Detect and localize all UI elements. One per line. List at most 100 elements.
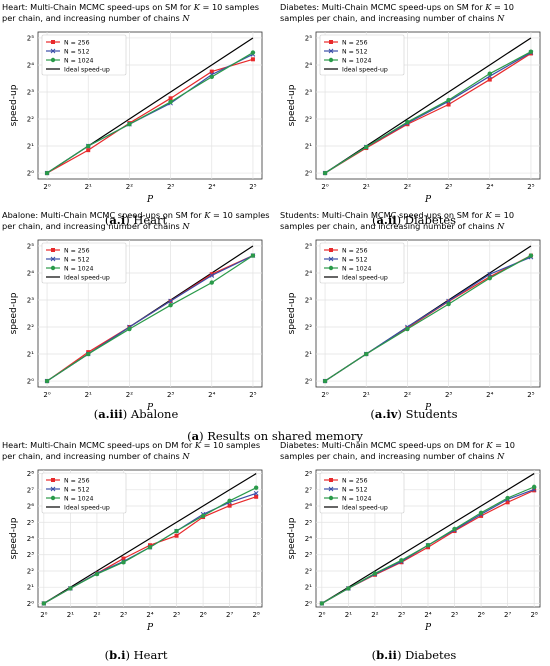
x-tick-label: 2⁰ [43, 183, 50, 191]
legend-label: N = 256 [64, 247, 90, 254]
y-tick-label: 2² [27, 324, 34, 332]
legend-entry: N = 256 [46, 247, 90, 254]
data-point [446, 97, 451, 103]
x-tick-label: 2³ [445, 183, 452, 191]
x-tick-label: 2² [371, 611, 378, 619]
legend-box [319, 34, 405, 76]
x-tick-label: 2⁰ [321, 183, 328, 191]
legend-entry: N = 256 [46, 39, 90, 46]
legend-label: N = 1024 [342, 265, 372, 272]
legend: N = 256 N = 512 N = 1024 Ideal speed-up [41, 472, 127, 514]
data-point [168, 298, 173, 304]
data-point [479, 513, 484, 518]
x-tick-label: 2¹ [67, 611, 74, 619]
data-point [41, 601, 47, 606]
legend-entry: N = 1024 [46, 265, 94, 272]
data-point [528, 253, 534, 258]
y-tick-label: 2³ [27, 88, 34, 96]
legend-label: N = 256 [342, 39, 368, 46]
x-tick-label: 2⁶ [477, 611, 484, 619]
legend-label: Ideal speed-up [64, 274, 110, 281]
legend-entry: N = 1024 [324, 495, 372, 502]
legend-label: N = 256 [64, 39, 90, 46]
data-point [322, 170, 328, 176]
chart-panel-a-i: Heart: Multi-Chain MCMC speed-ups on SM … [0, 2, 272, 207]
x-tick-label: 2³ [167, 391, 174, 399]
x-tick-label: 2⁷ [226, 611, 233, 619]
data-point [254, 494, 259, 499]
y-tick-label: 2¹ [27, 143, 34, 151]
x-tick-label: 2² [93, 611, 100, 619]
series-line-4 [321, 473, 535, 604]
data-point [121, 556, 126, 561]
legend-entry: N = 1024 [324, 57, 372, 64]
x-tick-label: 2⁴ [486, 183, 493, 191]
data-point [147, 545, 153, 550]
y-tick-label: 2⁴ [27, 535, 34, 543]
x-tick-label: 2⁵ [527, 391, 534, 399]
legend-entry: Ideal speed-up [324, 274, 388, 281]
data-point [364, 351, 369, 357]
chart-panel-a-iv: Students: Multi-Chain MCMC speed-ups on … [278, 210, 550, 415]
x-tick-label: 2⁸ [253, 611, 260, 619]
plot-frame [37, 31, 263, 180]
chart-svg: 2⁰ 2¹ 2² 2³ 2⁴ 2⁵ 2⁶ 2⁷ 2⁸ 2⁰ 2¹ 2² 2³ 2⁴ 2⁵ 2⁶ 2⁷ 2⁸ Pspe… [287, 469, 541, 633]
y-tick-label: 2¹ [305, 584, 312, 592]
x-tick-label: 2⁶ [199, 611, 206, 619]
legend-label: N = 512 [342, 486, 368, 493]
legend-entry: N = 512 [46, 486, 90, 493]
x-tick-label: 2³ [445, 391, 452, 399]
chart-title: Heart: Multi-Chain MCMC speed-ups on SM … [2, 2, 259, 23]
data-point [209, 272, 214, 277]
figure-caption-a-iv: (a.iv) Students [370, 407, 458, 421]
y-tick-label: 2⁴ [27, 269, 34, 277]
y-tick-label: 2⁵ [27, 242, 34, 250]
data-point [209, 74, 214, 80]
data-point [68, 586, 73, 591]
y-tick-label: 2¹ [305, 143, 312, 151]
series-line-3 [46, 255, 254, 382]
series-line-1 [46, 58, 254, 174]
legend-box [319, 472, 405, 514]
y-tick-label: 2² [27, 567, 34, 575]
legend-label: Ideal speed-up [342, 66, 388, 73]
data-point [86, 148, 91, 153]
series-line-4 [324, 37, 532, 174]
series-line-3 [46, 52, 254, 174]
figure-caption-b-i: (b.i) Heart [104, 648, 168, 662]
data-point [319, 601, 325, 606]
y-tick-label: 2⁴ [305, 61, 312, 69]
data-point [487, 275, 492, 281]
y-tick-label: 2³ [27, 296, 34, 304]
x-tick-label: 2³ [120, 611, 127, 619]
x-tick-label: 2⁴ [208, 183, 215, 191]
x-tick-label: 2¹ [345, 611, 352, 619]
chart-title: Heart: Multi-Chain MCMC speed-ups on DM … [2, 440, 261, 461]
legend-label: N = 512 [342, 48, 368, 55]
legend-label: N = 1024 [342, 57, 372, 64]
data-point [250, 253, 256, 258]
x-tick-label: 2⁴ [486, 391, 493, 399]
chart-svg: 2⁰ 2¹ 2² 2³ 2⁴ 2⁵ 2⁶ 2⁷ 2⁸ 2⁰ 2¹ 2² 2³ 2⁴ 2⁵ 2⁶ 2⁷ 2⁸ Pspe… [9, 469, 263, 633]
legend-entry: N = 512 [324, 48, 368, 55]
x-tick-label: 2⁰ [318, 611, 325, 619]
y-tick-label: 2⁰ [27, 170, 34, 178]
x-tick-label: 2⁵ [173, 611, 180, 619]
data-point [86, 351, 91, 357]
data-point [168, 96, 173, 101]
data-point [174, 533, 179, 538]
legend-entry: N = 256 [324, 39, 368, 46]
y-axis-label: speed-up [287, 84, 297, 126]
chart-panel-a-ii: Diabetes: Multi-Chain MCMC speed-ups on … [278, 2, 550, 207]
data-point [405, 326, 410, 332]
y-axis-label: speed-up [9, 517, 19, 559]
data-point [253, 490, 259, 496]
legend-label: N = 1024 [64, 57, 94, 64]
x-tick-label: 2³ [398, 611, 405, 619]
x-tick-label: 2¹ [363, 183, 370, 191]
y-tick-label: 2¹ [305, 351, 312, 359]
figure-caption-a-ii: (a.ii) Diabetes [371, 213, 457, 227]
series-line-3 [324, 51, 532, 174]
legend-label: N = 512 [64, 486, 90, 493]
